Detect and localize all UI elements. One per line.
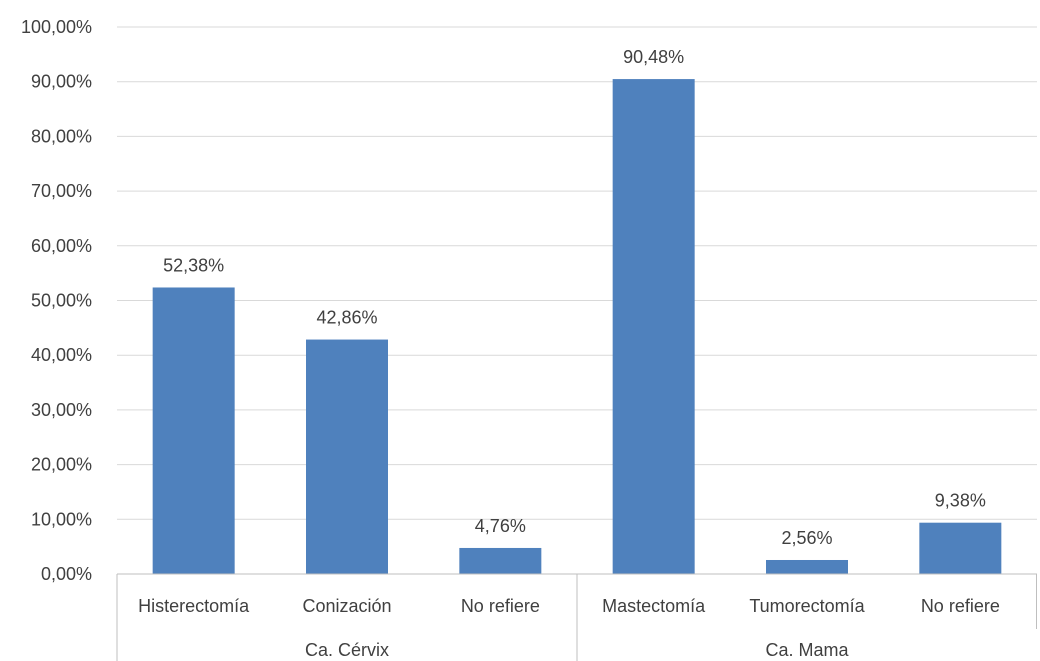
bar: [306, 339, 388, 574]
category-label: No refiere: [461, 596, 540, 616]
y-tick-label: 100,00%: [21, 17, 92, 37]
y-tick-label: 70,00%: [31, 181, 92, 201]
y-tick-label: 20,00%: [31, 455, 92, 475]
bar: [919, 522, 1002, 574]
y-tick-label: 90,00%: [31, 72, 92, 92]
y-tick-label: 60,00%: [31, 236, 92, 256]
category-label: Tumorectomía: [749, 596, 865, 616]
x-axis: [116, 573, 1037, 661]
data-label: 2,56%: [781, 528, 832, 548]
data-labels: 52,38% 42,86% 4,76% 90,48% 2,56% 9,38%: [163, 47, 986, 548]
group-label: Ca. Mama: [765, 640, 849, 660]
y-tick-label: 30,00%: [31, 400, 92, 420]
data-label: 90,48%: [623, 47, 684, 67]
y-tick-label: 0,00%: [41, 564, 92, 584]
gridlines: [117, 26, 1037, 520]
y-tick-label: 80,00%: [31, 126, 92, 146]
data-label: 4,76%: [475, 516, 526, 536]
bar: [152, 287, 235, 574]
category-label: Histerectomía: [138, 596, 250, 616]
bar: [612, 79, 695, 574]
bar: [459, 547, 542, 574]
y-axis-tick-labels: 0,00% 10,00% 20,00% 30,00% 40,00% 50,00% 60,00…: [21, 17, 92, 584]
y-tick-label: 40,00%: [31, 345, 92, 365]
category-label: Mastectomía: [602, 596, 706, 616]
y-tick-label: 50,00%: [31, 291, 92, 311]
y-tick-label: 10,00%: [31, 509, 92, 529]
bars: [152, 79, 1002, 574]
data-label: 9,38%: [935, 491, 986, 511]
category-label: No refiere: [921, 596, 1000, 616]
data-label: 42,86%: [316, 308, 377, 328]
x-axis-category-labels: Histerectomía Conización No refiere Mastect…: [138, 596, 1000, 616]
category-label: Conización: [302, 596, 391, 616]
group-label: Ca. Cérvix: [305, 640, 389, 660]
x-axis-group-labels: Ca. Cérvix Ca. Mama: [305, 640, 850, 660]
data-label: 52,38%: [163, 255, 224, 275]
bar: [766, 559, 848, 574]
